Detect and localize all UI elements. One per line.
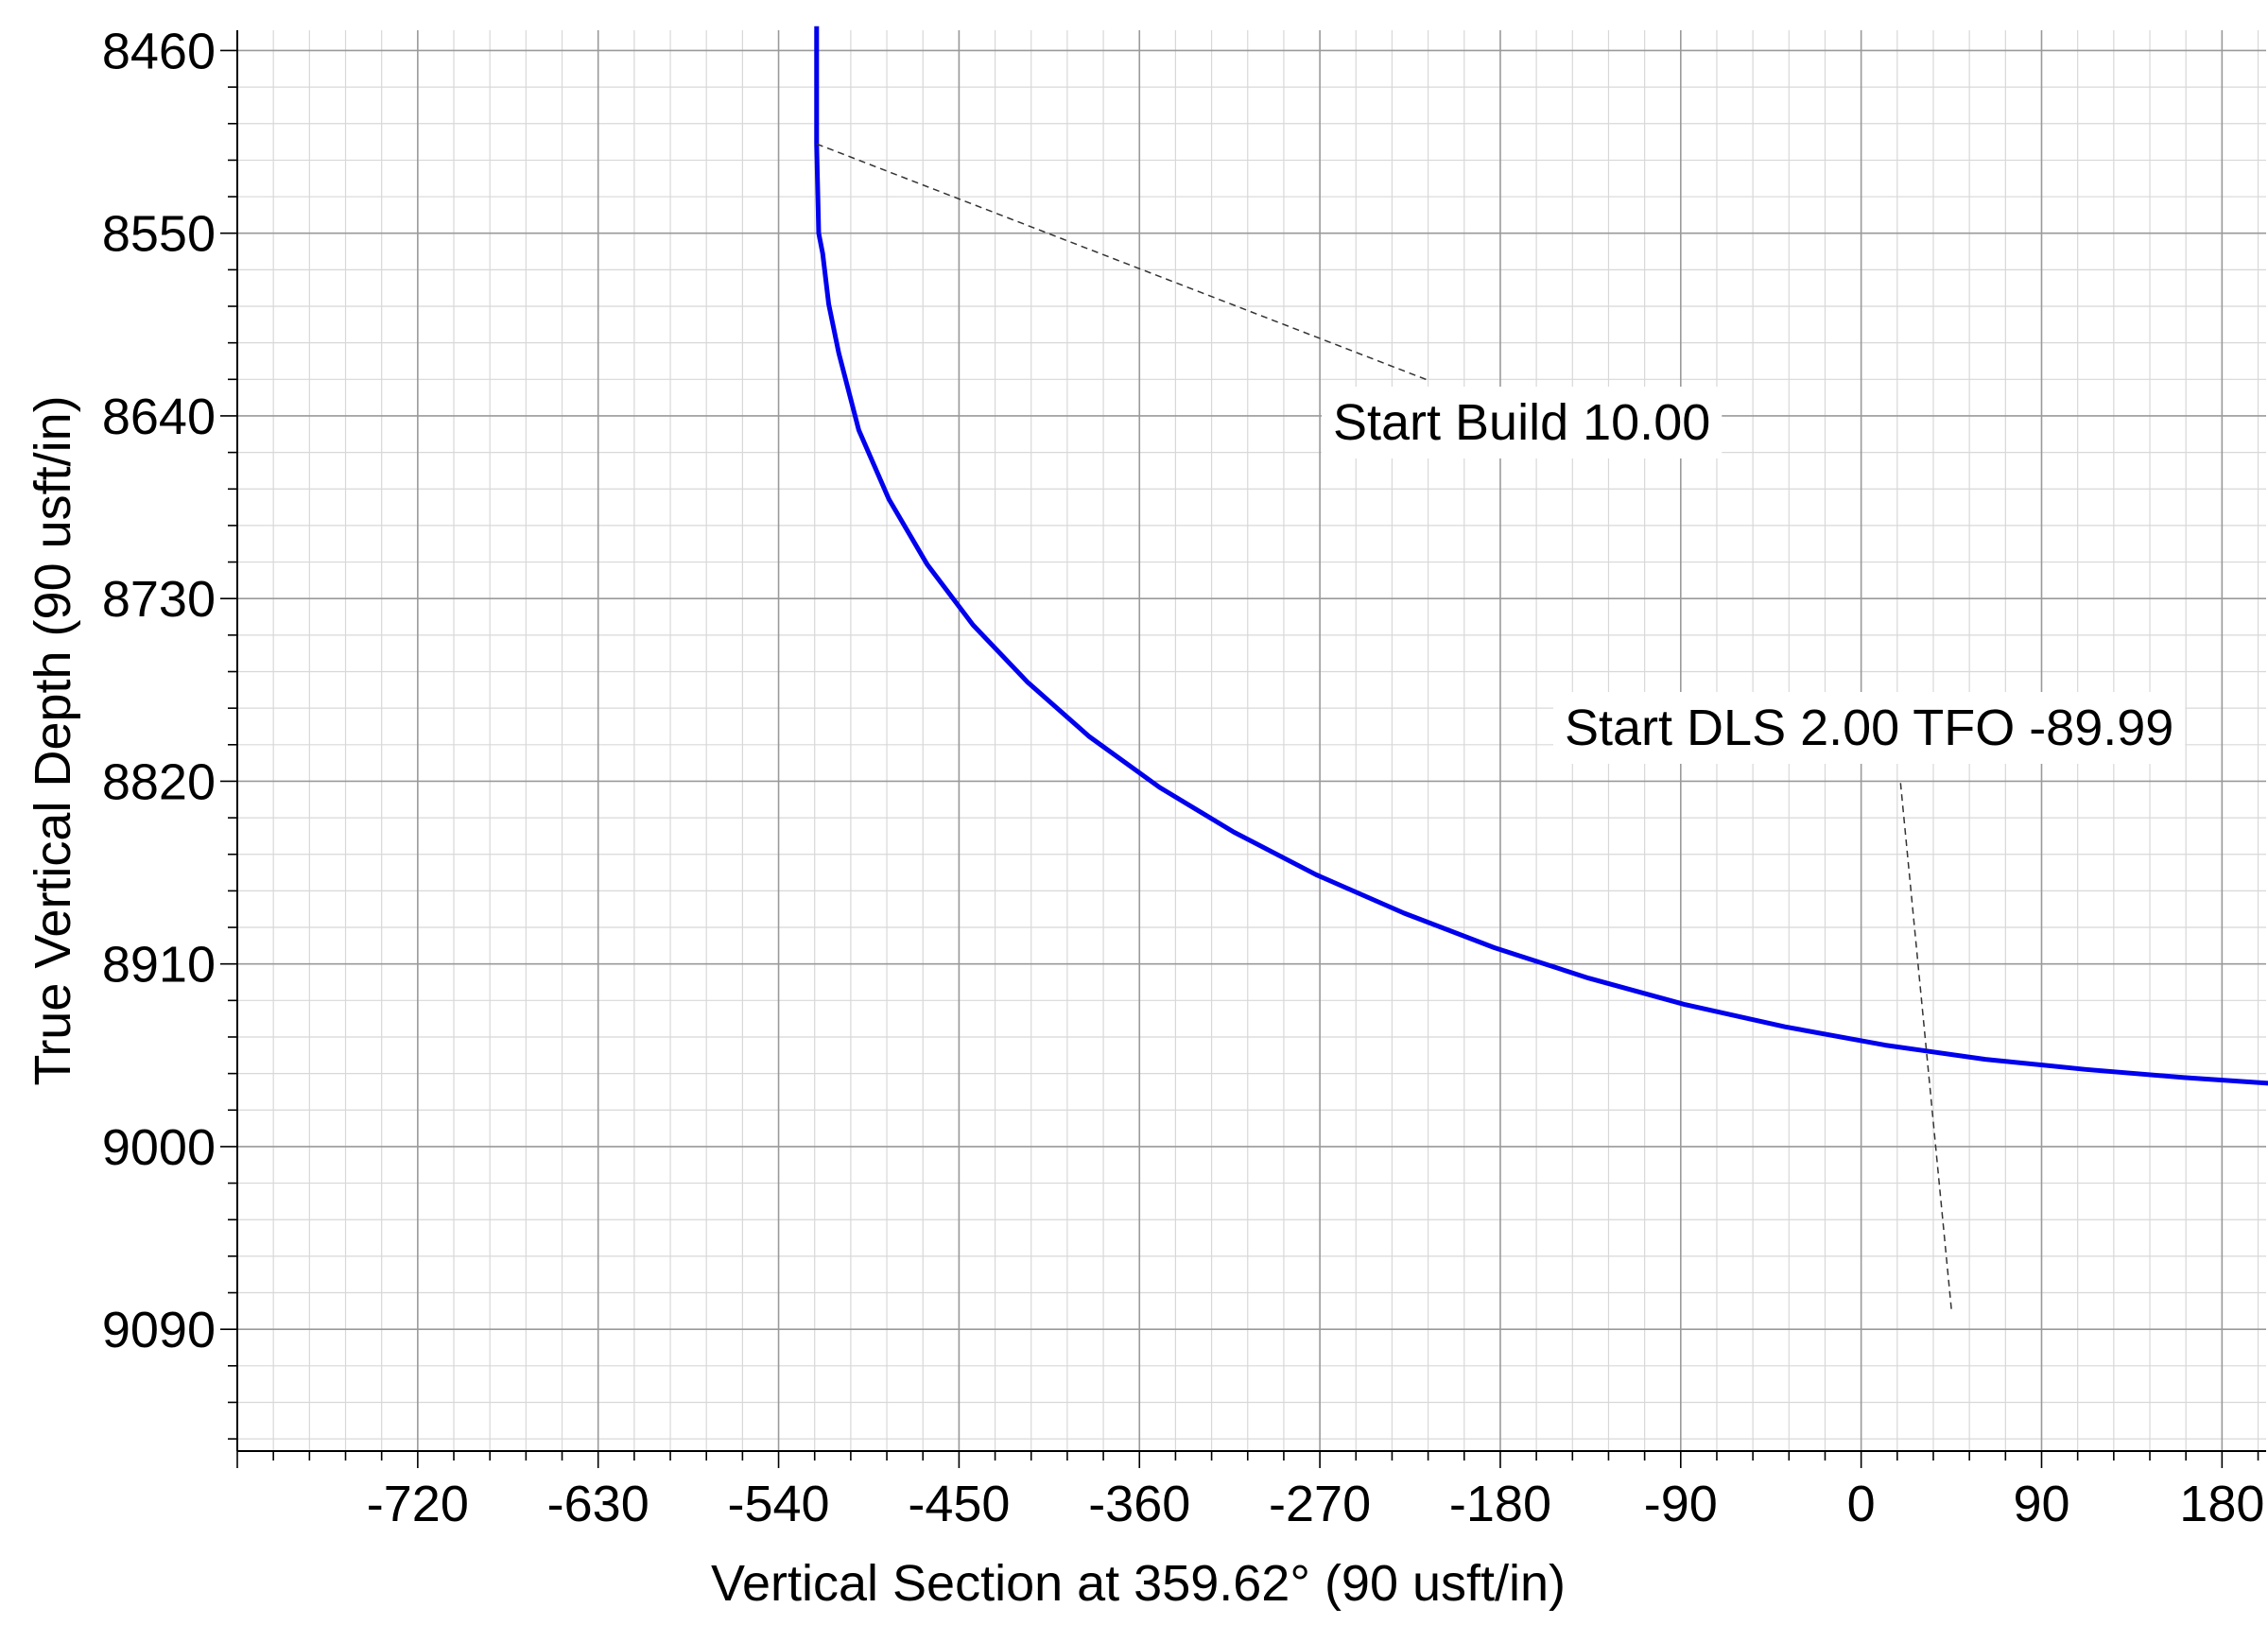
x-tick-label: -90: [1644, 1476, 1718, 1532]
x-tick-label: -270: [1269, 1476, 1371, 1532]
x-tick-label: 180: [2179, 1476, 2264, 1532]
y-tick-label: 8910: [102, 937, 216, 994]
y-tick-label: 8730: [102, 571, 216, 628]
y-tick-label: 8550: [102, 206, 216, 263]
y-tick-label: 9000: [102, 1119, 216, 1176]
x-tick-label: 90: [2013, 1476, 2069, 1532]
x-tick-label: -360: [1088, 1476, 1190, 1532]
x-axis-title: Vertical Section at 359.62° (90 usft/in): [711, 1555, 1566, 1612]
callout-label: Start Build 10.00: [1333, 394, 1710, 451]
x-tick-label: 0: [1847, 1476, 1876, 1532]
y-tick-label: 9090: [102, 1302, 216, 1358]
callout-label: Start DLS 2.00 TFO -89.99: [1565, 700, 2173, 756]
x-tick-label: -450: [908, 1476, 1010, 1532]
y-tick-label: 8820: [102, 753, 216, 810]
x-tick-label: -540: [728, 1476, 830, 1532]
y-tick-label: 8640: [102, 389, 216, 445]
y-tick-label: 8460: [102, 23, 216, 79]
y-axis-title: True Vertical Depth (90 usft/in): [25, 395, 81, 1085]
x-tick-label: -720: [367, 1476, 469, 1532]
x-tick-label: -180: [1449, 1476, 1551, 1532]
x-tick-label: -630: [547, 1476, 649, 1532]
